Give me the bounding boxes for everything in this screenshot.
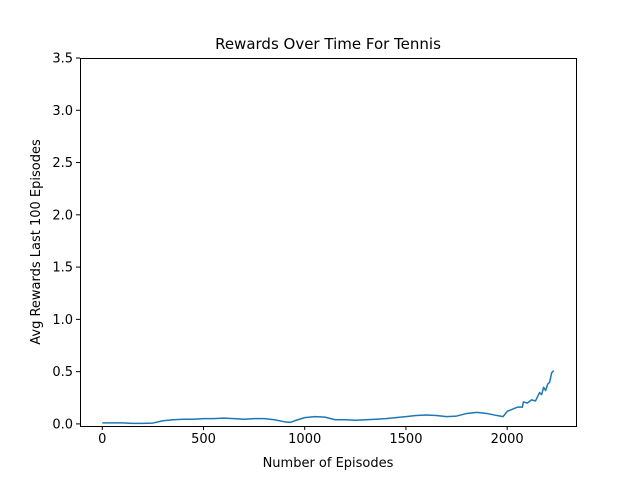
chart-title: Rewards Over Time For Tennis (215, 35, 441, 53)
y-axis-label: Avg Rewards Last 100 Episodes (29, 139, 44, 345)
y-tick-label: 1.0 (52, 313, 73, 328)
x-tick-label: 500 (191, 432, 216, 447)
y-tick-label: 3.5 (52, 52, 73, 67)
x-axis-ticks: 0 500 1000 1500 2000 (98, 426, 524, 447)
x-tick-label: 0 (98, 432, 106, 447)
x-tick-label: 2000 (491, 432, 524, 447)
y-tick-label: 0.5 (52, 365, 73, 380)
series-line (102, 370, 555, 425)
x-tick-label: 1500 (389, 432, 422, 447)
y-tick-label: 2.0 (52, 208, 73, 223)
x-axis-label: Number of Episodes (263, 456, 394, 471)
y-tick-label: 0.0 (52, 417, 73, 432)
x-tick-label: 1000 (288, 432, 321, 447)
y-tick-label: 2.5 (52, 156, 73, 171)
plot-frame (80, 58, 577, 427)
y-axis-ticks: 0.0 0.5 1.0 1.5 2.0 2.5 3.0 3.5 (52, 52, 80, 432)
y-tick-label: 3.0 (52, 104, 73, 119)
y-tick-label: 1.5 (52, 261, 73, 276)
